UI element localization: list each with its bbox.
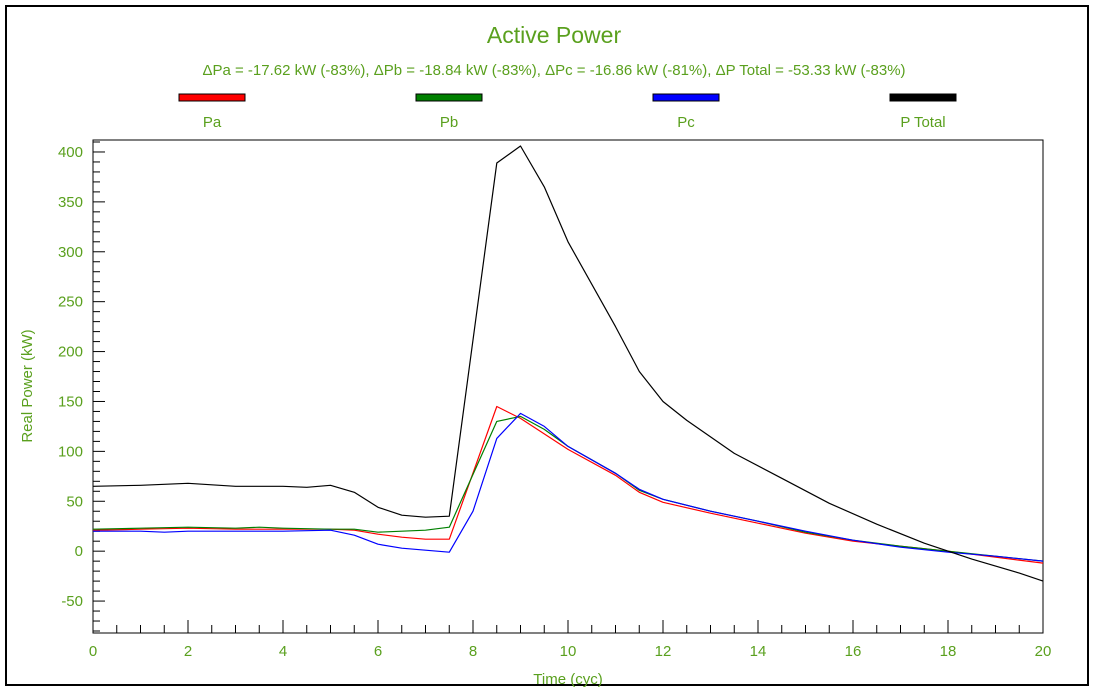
x-tick-label: 12: [655, 643, 672, 660]
x-tick-label: 0: [89, 643, 97, 660]
legend-label-pa: Pa: [203, 114, 222, 131]
y-axis-label: Real Power (kW): [19, 329, 36, 442]
x-tick-label: 2: [184, 643, 192, 660]
x-tick-label: 18: [940, 643, 957, 660]
y-tick-label: 300: [58, 244, 83, 261]
series-line-pc: [93, 412, 1044, 562]
y-tick-label: 250: [58, 294, 83, 311]
legend-swatch-p-total: [889, 93, 957, 102]
x-tick-label: 6: [374, 643, 382, 660]
y-tick-label: 350: [58, 194, 83, 211]
y-tick-label: 400: [58, 144, 83, 161]
legend-swatch-pc: [652, 93, 720, 102]
y-tick-label: -50: [61, 593, 83, 610]
series-lines: [92, 145, 1044, 582]
legend: Pa Pb Pc P Total: [178, 93, 957, 131]
series-line-pa: [92, 405, 1044, 564]
y-tick-label: 50: [66, 493, 83, 510]
axes: 0 2 4 6 8 10 12 14 16 18 20 -50 0 50 100 150 200 250 300 35…: [58, 141, 1052, 660]
x-tick-label: 16: [845, 643, 862, 660]
chart-subtitle: ΔPa = -17.62 kW (-83%), ΔPb = -18.84 kW …: [202, 62, 905, 79]
y-tick-label: 150: [58, 393, 83, 410]
legend-label-pc: Pc: [677, 114, 695, 131]
legend-label-p-total: P Total: [900, 114, 945, 131]
legend-swatch-pa: [178, 93, 246, 102]
x-tick-label: 20: [1035, 643, 1052, 660]
y-tick-label: 100: [58, 443, 83, 460]
x-axis-label: Time (cyc): [533, 671, 602, 688]
x-tick-label: 4: [279, 643, 287, 660]
series-line-p-total: [92, 145, 1044, 582]
x-tick-label: 14: [750, 643, 767, 660]
x-tick-label: 8: [469, 643, 477, 660]
legend-swatch-pb: [415, 93, 483, 102]
y-tick-label: 200: [58, 344, 83, 361]
legend-label-pb: Pb: [440, 114, 458, 131]
chart-title: Active Power: [487, 22, 622, 48]
chart-border: [5, 5, 1089, 686]
x-tick-label: 10: [560, 643, 577, 660]
y-tick-label: 0: [75, 543, 83, 560]
